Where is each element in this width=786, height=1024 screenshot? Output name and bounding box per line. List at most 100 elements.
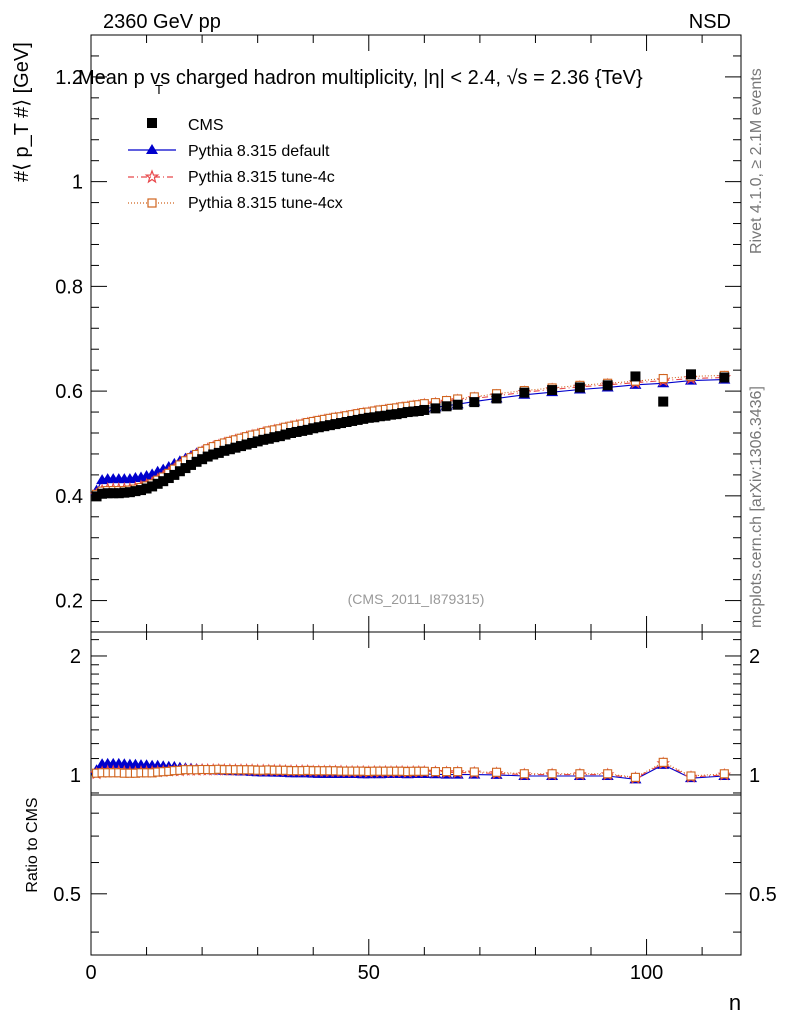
ratio-series <box>89 756 732 784</box>
ratio-point-tune4cx <box>492 767 502 777</box>
data-point-cms <box>374 411 385 422</box>
data-point-cms <box>224 444 235 455</box>
ratio-y-tick-label: 0.5 <box>53 884 81 906</box>
y-tick-label: 0.4 <box>55 486 83 508</box>
y-tick-label: 1.2 <box>55 67 83 89</box>
legend-cms-marker <box>147 118 157 128</box>
x-tick-label: 100 <box>630 962 663 984</box>
data-point-cms <box>202 451 213 462</box>
legend-default-marker <box>146 144 158 154</box>
y-axis-title-ratio: Ratio to CMS <box>24 797 41 892</box>
ratio-y-tick-label-right: 1 <box>749 765 760 787</box>
rivet-version-label: Rivet 4.1.0, ≥ 2.1M events <box>748 68 765 254</box>
x-axis-title: n <box>729 990 741 1015</box>
main-axes: 0.2 0.4 0.6 0.8 1 1.2 <box>55 35 741 632</box>
data-point-cms <box>297 425 308 436</box>
data-point-cms <box>208 449 219 460</box>
ratio-point-tune4cx <box>430 767 440 777</box>
data-point-cms <box>330 419 341 430</box>
legend-tune4c-marker <box>144 169 160 184</box>
data-point-cms <box>341 417 352 428</box>
data-point-cms <box>402 407 413 418</box>
data-point-cms <box>719 372 730 383</box>
x-tick-label: 0 <box>85 962 96 984</box>
analysis-id-watermark: (CMS_2011_I879315) <box>348 591 485 607</box>
data-point-cms <box>113 488 124 499</box>
data-point-cms <box>136 485 146 496</box>
data-point-cms <box>102 488 113 499</box>
data-point-cms <box>169 469 180 480</box>
energy-label: 2360 GeV pp <box>103 11 221 33</box>
ratio-y-tick-label-right: 2 <box>749 646 760 668</box>
x-tick-label: 50 <box>358 962 380 984</box>
ratio-y-tick-label-right: 0.5 <box>749 884 777 906</box>
data-point-cms <box>574 382 585 393</box>
series-line-tune4cx <box>96 374 725 495</box>
series-tune4cx <box>92 370 729 499</box>
legend-tune4cx-label: Pythia 8.315 tune-4cx <box>188 195 343 212</box>
ratio-point-tune4cx <box>603 769 613 779</box>
data-point-cms <box>219 445 230 456</box>
data-point-cms <box>308 423 319 434</box>
data-point-cms <box>291 426 302 437</box>
data-point-cms <box>336 418 346 429</box>
y-tick-label: 0.6 <box>55 381 83 403</box>
data-point-cms <box>130 486 141 497</box>
data-point-cms <box>152 478 163 489</box>
data-point-cms <box>186 459 196 470</box>
ratio-point-tune4cx <box>519 769 529 779</box>
data-point-cms <box>347 415 358 426</box>
data-point-cms <box>163 473 174 484</box>
data-point-cms <box>247 437 258 448</box>
data-point-cms <box>147 481 158 492</box>
data-point-cms <box>452 399 463 410</box>
data-point-cms <box>408 406 419 417</box>
data-point-cms <box>269 432 280 443</box>
y-tick-label: 0.2 <box>55 591 83 613</box>
legend-cms-label: CMS <box>188 117 224 134</box>
legend-tune4c-label: Pythia 8.315 tune-4c <box>188 169 335 186</box>
data-point-cms <box>363 412 374 423</box>
y-axis-title-main: #⟨ p_T #⟩ [GeV] <box>11 42 33 182</box>
data-point-cms <box>519 387 530 398</box>
legend-tune4cx-marker <box>147 198 157 208</box>
y-tick-label: 0.8 <box>55 276 83 298</box>
ratio-panel-frame <box>90 631 742 956</box>
data-point-cms <box>658 396 669 407</box>
ratio-axes: 0.5 0.5 1 1 2 2 0 50 100 <box>53 632 777 984</box>
ratio-point-tune4cx <box>630 772 640 782</box>
data-point-cms <box>236 441 246 452</box>
data-point-cms <box>413 406 424 417</box>
ratio-series-tune4cx <box>92 757 729 782</box>
ratio-point-tune4cx <box>547 769 557 779</box>
data-point-cms <box>547 385 558 396</box>
data-point-cms <box>191 456 202 467</box>
data-point-cms <box>252 436 263 447</box>
data-point-cms <box>441 401 452 412</box>
data-point-cms <box>319 421 330 432</box>
ratio-y-tick-label: 2 <box>70 646 81 668</box>
data-point-cms <box>108 488 119 499</box>
series-line-tune4c <box>96 376 725 496</box>
data-point-cms <box>241 439 252 450</box>
data-point-cms <box>380 410 391 421</box>
ratio-point-tune4cx <box>686 771 696 781</box>
data-point-cms <box>324 420 335 431</box>
data-point-cms <box>180 463 191 474</box>
mcplots-reference-label: mcplots.cern.ch [arXiv:1306.3436] <box>748 386 765 628</box>
data-point-cms <box>602 380 613 391</box>
data-point-cms <box>158 476 169 487</box>
data-point-cms <box>119 487 130 498</box>
data-point-cms <box>197 454 208 465</box>
process-label: NSD <box>689 11 731 33</box>
legend: CMS Pythia 8.315 default Pythia 8.315 tu… <box>128 117 343 212</box>
data-point-cms <box>391 409 402 420</box>
ratio-y-tick-label: 1 <box>70 765 81 787</box>
data-point-cms <box>213 447 224 458</box>
y-tick-label: 1 <box>72 172 83 194</box>
data-point-cms <box>419 404 430 415</box>
data-point-cms <box>686 369 696 380</box>
ratio-point-tune4cx <box>453 767 463 777</box>
data-point-cms <box>141 483 152 494</box>
series-default <box>90 373 731 495</box>
